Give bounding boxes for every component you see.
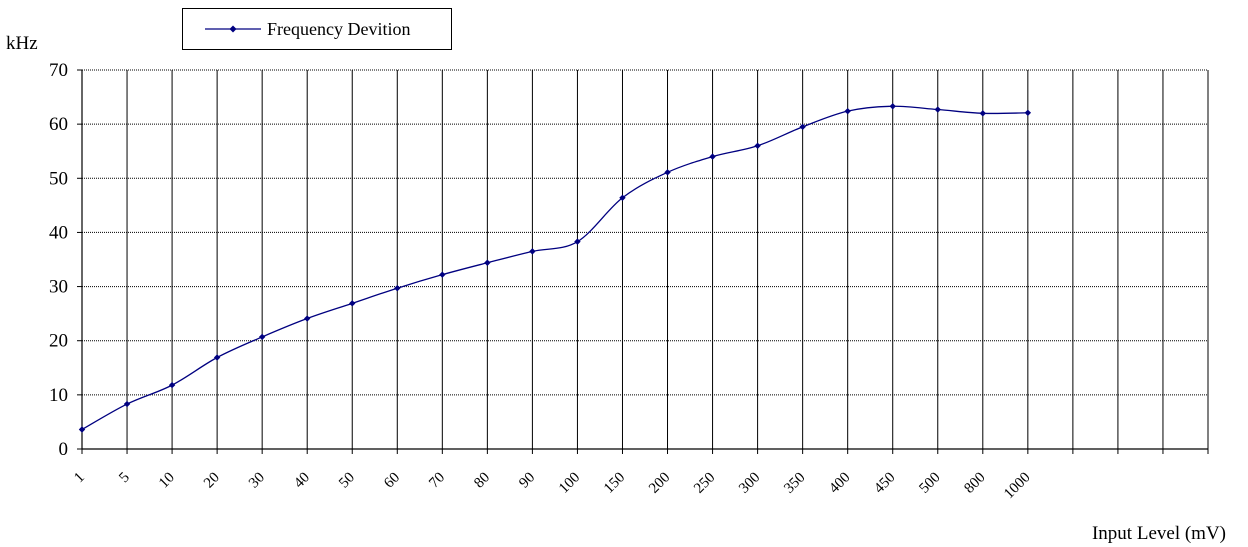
- data-point-marker: [349, 300, 356, 307]
- x-tick-label: 800: [961, 470, 988, 497]
- x-tick-label: 100: [556, 470, 583, 497]
- data-point-marker: [394, 284, 401, 292]
- legend-label: Frequency Devition: [267, 18, 411, 39]
- y-tick-label: 70: [49, 60, 68, 81]
- x-tick-label: 300: [736, 470, 763, 497]
- data-point-marker: [664, 169, 671, 176]
- x-tick-label: 90: [516, 470, 538, 492]
- x-tick-label: 10: [156, 470, 178, 492]
- data-point-marker: [123, 400, 131, 408]
- x-tick-label: 50: [336, 470, 358, 492]
- legend-swatch: [205, 23, 261, 35]
- x-tick-label: 1000: [1001, 470, 1034, 503]
- data-point-marker: [439, 271, 446, 278]
- x-tick-label: 5: [116, 470, 133, 487]
- y-axis-unit-label: kHz: [6, 33, 38, 54]
- data-point-marker: [574, 238, 581, 245]
- data-point-marker: [1024, 109, 1032, 116]
- x-tick-label: 250: [691, 470, 718, 497]
- data-point-marker: [844, 107, 851, 115]
- data-point-marker: [889, 103, 896, 110]
- x-tick-label: 200: [646, 470, 673, 497]
- y-tick-label: 0: [59, 439, 69, 460]
- data-point-marker: [304, 315, 311, 322]
- x-tick-label: 150: [601, 470, 628, 497]
- axes: [77, 69, 1209, 454]
- data-point-marker: [258, 333, 266, 341]
- series-line: [81, 105, 1028, 431]
- data-point-marker: [529, 248, 536, 255]
- x-tick-label: 350: [781, 470, 808, 497]
- y-tick-label: 20: [49, 331, 68, 352]
- data-point-marker: [754, 142, 761, 149]
- x-tick-label: 500: [916, 470, 943, 497]
- x-tick-label: 20: [201, 470, 223, 492]
- data-point-marker: [619, 194, 626, 201]
- x-tick-label: 30: [246, 470, 268, 492]
- x-tick-label: 450: [871, 470, 898, 497]
- y-tick-label: 50: [49, 168, 68, 189]
- x-tick-label: 80: [471, 470, 493, 492]
- data-point-marker: [213, 354, 221, 361]
- x-tick-label: 400: [826, 470, 853, 497]
- data-point-marker: [979, 110, 986, 117]
- y-tick-label: 30: [49, 277, 68, 298]
- x-tick-labels: 1 5 10 20 30 40 50 60 70 80 90 100 150 200 250 300 350 40…: [71, 470, 1033, 503]
- x-tick-label: 70: [426, 470, 448, 492]
- data-point-marker: [934, 106, 941, 113]
- y-tick-labels: 0 10 20 30 40 50 60 70: [49, 60, 68, 460]
- x-tick-label: 60: [381, 470, 403, 492]
- y-tick-label: 60: [49, 114, 68, 135]
- series-frequency-devition: [78, 103, 1032, 433]
- legend: Frequency Devition: [182, 8, 452, 50]
- x-tick-label: 40: [291, 470, 313, 492]
- data-point-marker: [78, 426, 86, 433]
- gridlines: [82, 69, 1209, 449]
- y-tick-label: 40: [49, 222, 68, 243]
- data-point-marker: [168, 381, 176, 389]
- x-tick-label: 1: [71, 470, 88, 487]
- data-point-marker: [799, 123, 806, 131]
- data-point-marker: [709, 153, 716, 160]
- y-tick-label: 10: [49, 385, 68, 406]
- x-axis-title: Input Level (mV): [1091, 523, 1226, 544]
- data-point-marker: [484, 259, 491, 266]
